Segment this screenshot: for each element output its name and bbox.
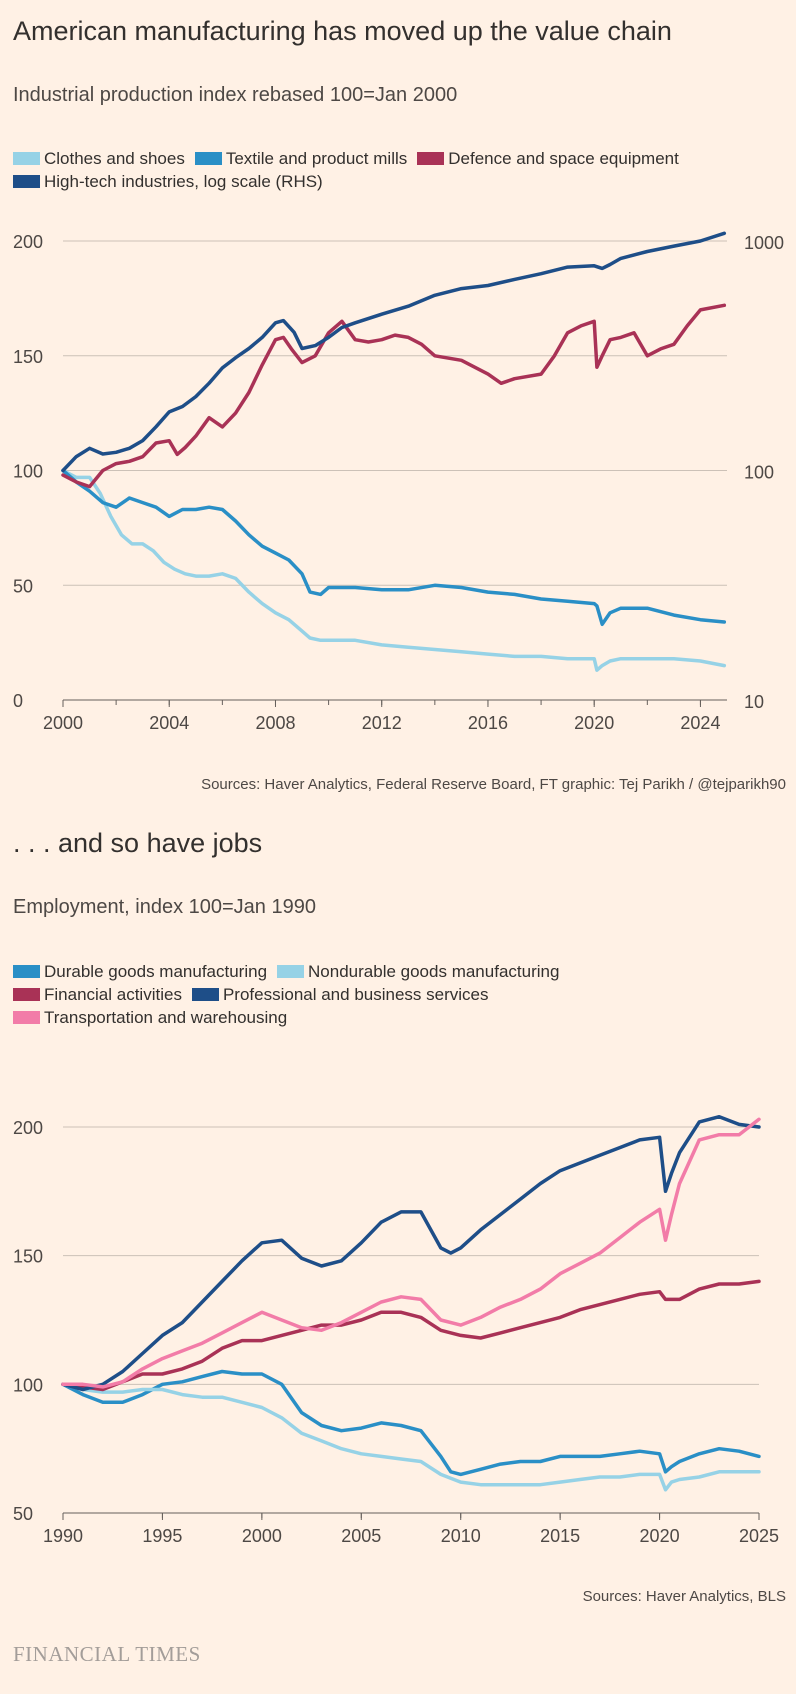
- x-tick-label: 2024: [680, 713, 720, 733]
- y-tick-label: 50: [13, 576, 33, 596]
- chart1-source: Sources: Haver Analytics, Federal Reserv…: [201, 776, 786, 793]
- x-tick-label: 1995: [142, 1526, 182, 1546]
- chart2-plot: 50 100 150 200 1990 1995 2000 2005 2010 2015 2020 2…: [13, 1114, 779, 1546]
- chart1-subtitle: Industrial production index rebased 100=…: [13, 84, 458, 106]
- y2-tick-label: 1000: [744, 233, 784, 253]
- legend-item-professional-and-business-services: Professional and business services: [191, 983, 489, 1006]
- x-tick-label: 2000: [242, 1526, 282, 1546]
- legend-swatch: [13, 988, 40, 1001]
- series-line-financial-activities: [61, 1279, 761, 1392]
- legend-item-nondurable-goods-manufacturing: Nondurable goods manufacturing: [277, 960, 559, 983]
- y-tick-label: 150: [13, 1247, 43, 1267]
- y-tick-label: 150: [13, 347, 43, 367]
- series-line-clothes-and-shoes: [61, 468, 727, 672]
- brand-logo: FINANCIAL TIMES: [13, 1642, 201, 1666]
- chart1-plot: 0 50 100 150 200 10 100 1000 2000 2004 2008 2012 201…: [13, 231, 784, 733]
- x-tick-label: 2020: [640, 1526, 680, 1546]
- legend-label: Durable goods manufacturing: [44, 962, 268, 981]
- legend-item-textile-and-product-mills: Textile and product mills: [194, 147, 408, 170]
- legend-swatch: [13, 965, 40, 978]
- y-tick-label: 100: [13, 462, 43, 482]
- y-tick-label: 200: [13, 232, 43, 252]
- chart2-subtitle: Employment, index 100=Jan 1990: [13, 896, 316, 918]
- chart1-title: American manufacturing has moved up the …: [13, 16, 672, 46]
- legend-label: Professional and business services: [222, 985, 489, 1004]
- y-tick-label: 0: [13, 691, 23, 711]
- legend-item-durable-goods-manufacturing: Durable goods manufacturing: [13, 960, 267, 983]
- x-tick-label: 2020: [574, 713, 614, 733]
- legend-item-high-tech-industries-log-scale-rhs: High-tech industries, log scale (RHS): [13, 170, 323, 193]
- legend-item-clothes-and-shoes: Clothes and shoes: [13, 147, 185, 170]
- legend-label: Transportation and warehousing: [44, 1008, 288, 1027]
- x-tick-label: 2005: [341, 1526, 381, 1546]
- legend-label: Nondurable goods manufacturing: [308, 962, 560, 981]
- y-tick-label: 200: [13, 1118, 43, 1138]
- series-line-nondurable-goods-manufacturing: [61, 1382, 761, 1492]
- legend-label: Defence and space equipment: [448, 149, 679, 168]
- y2-tick-label: 100: [744, 463, 774, 483]
- x-tick-label: 2008: [255, 713, 295, 733]
- legend-label: Financial activities: [44, 985, 182, 1004]
- series-line-durable-goods-manufacturing: [61, 1369, 761, 1477]
- x-tick-label: 2004: [149, 713, 189, 733]
- y-tick-label: 50: [13, 1504, 33, 1524]
- x-tick-label: 2012: [362, 713, 402, 733]
- chart1-legend: Clothes and shoes Textile and product mil…: [13, 147, 783, 193]
- y2-tick-label: 10: [744, 692, 764, 712]
- series-line-professional-and-business-services: [61, 1114, 761, 1392]
- x-tick-label: 2015: [540, 1526, 580, 1546]
- chart2-title: . . . and so have jobs: [13, 828, 263, 858]
- series-line-high-tech-industries-log-scale-rhs: [61, 231, 727, 473]
- x-tick-label: 2010: [441, 1526, 481, 1546]
- legend-label: Textile and product mills: [225, 149, 408, 168]
- legend-swatch: [13, 1011, 40, 1024]
- legend-swatch: [417, 152, 445, 165]
- x-tick-label: 2000: [43, 713, 83, 733]
- legend-swatch: [277, 965, 305, 978]
- legend-swatch: [194, 152, 222, 165]
- chart2-source: Sources: Haver Analytics, BLS: [582, 1588, 786, 1605]
- legend-item-defence-and-space-equipment: Defence and space equipment: [417, 147, 679, 170]
- legend-item-transportation-and-warehousing: Transportation and warehousing: [13, 1006, 287, 1029]
- legend-swatch: [13, 175, 40, 188]
- legend-swatch: [13, 152, 40, 165]
- series-line-textile-and-product-mills: [61, 468, 727, 627]
- legend-label: Clothes and shoes: [44, 149, 185, 168]
- y-tick-label: 100: [13, 1375, 43, 1395]
- legend-label: High-tech industries, log scale (RHS): [44, 172, 323, 191]
- x-tick-label: 2016: [468, 713, 508, 733]
- chart2-legend: Durable goods manufacturing Nondurable go…: [13, 960, 783, 1029]
- x-tick-label: 1990: [43, 1526, 83, 1546]
- legend-swatch: [191, 988, 219, 1001]
- x-tick-label: 2025: [739, 1526, 779, 1546]
- legend-item-financial-activities: Financial activities: [13, 983, 182, 1006]
- series-line-defence-and-space-equipment: [61, 303, 727, 489]
- series-line-transportation-and-warehousing: [61, 1117, 761, 1389]
